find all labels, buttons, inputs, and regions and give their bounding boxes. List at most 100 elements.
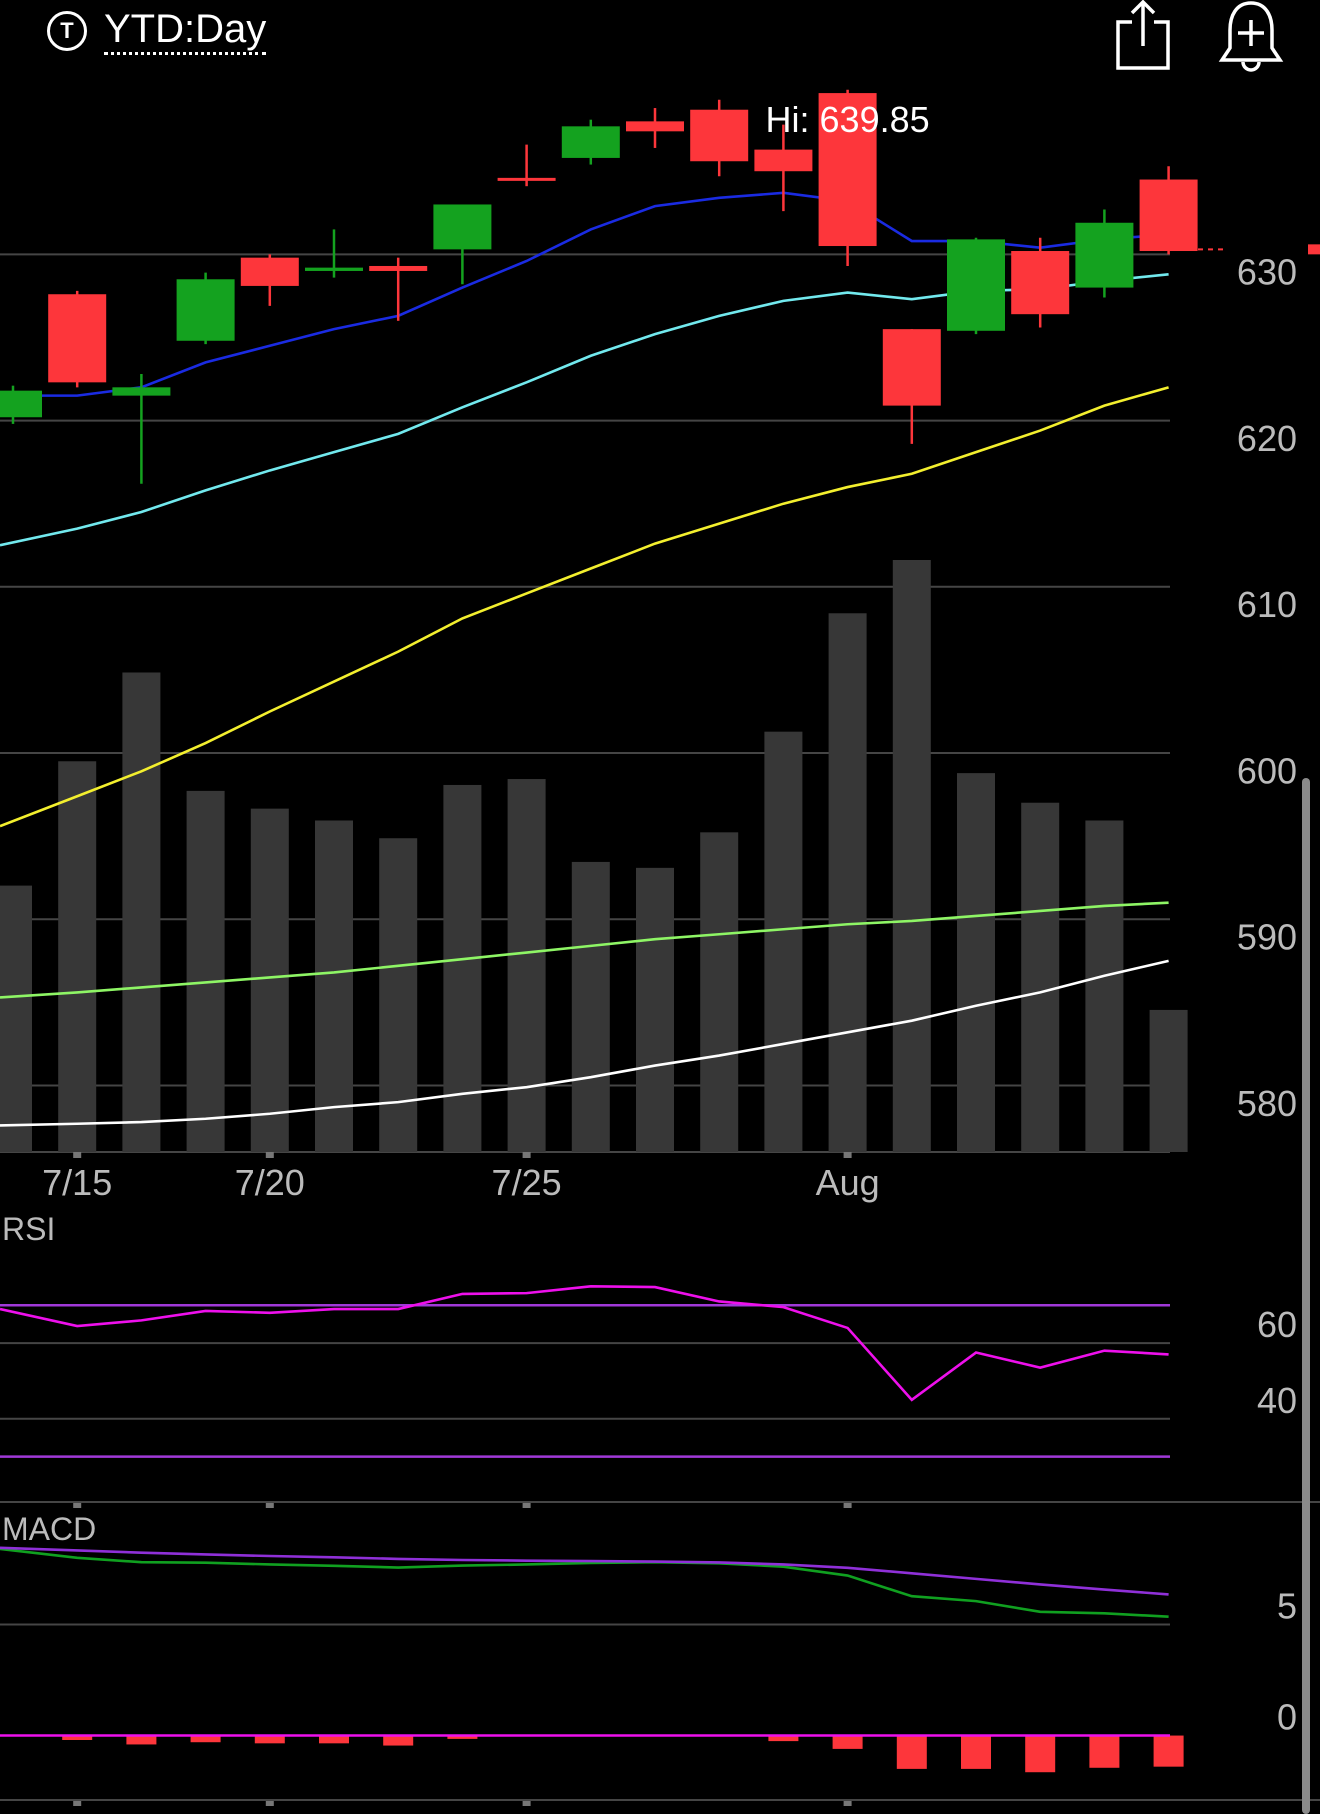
volume-bar bbox=[58, 761, 97, 1152]
price-axis-labels: 580 590 600 610 620 630 bbox=[1237, 252, 1297, 1124]
top-bar: T YTD:Day bbox=[0, 0, 1320, 72]
date-tick-mark bbox=[73, 1800, 82, 1806]
macd-histogram-bar bbox=[896, 1735, 927, 1769]
rsi-tick-label: 60 bbox=[1257, 1304, 1297, 1345]
candle-body bbox=[561, 126, 620, 158]
date-tick-mark bbox=[265, 1152, 274, 1158]
rsi-tick-label: 40 bbox=[1257, 1380, 1297, 1421]
date-tick-mark bbox=[843, 1152, 852, 1158]
moving-average-line bbox=[0, 901, 1169, 999]
macd-histogram-bar bbox=[383, 1735, 414, 1746]
date-tick-mark bbox=[522, 1502, 531, 1508]
candle-body bbox=[0, 390, 42, 418]
date-tick-label: 7/20 bbox=[235, 1162, 305, 1203]
scrollbar[interactable] bbox=[1302, 778, 1310, 1814]
volume-bar bbox=[828, 613, 867, 1152]
date-tick-label: 7/15 bbox=[42, 1162, 112, 1203]
macd-histogram-bar bbox=[768, 1735, 799, 1742]
price-tick-label: 630 bbox=[1237, 252, 1297, 293]
date-tick-mark bbox=[522, 1152, 531, 1158]
share-icon[interactable] bbox=[1112, 0, 1174, 72]
high-annotation: Hi: 639.85 bbox=[766, 99, 930, 140]
macd-histogram-bar bbox=[1089, 1735, 1120, 1768]
macd-histogram-bar bbox=[832, 1735, 863, 1749]
date-tick-label: 7/25 bbox=[492, 1162, 562, 1203]
volume-bar bbox=[764, 731, 803, 1152]
volume-bar bbox=[1149, 1009, 1188, 1152]
volume-bar bbox=[315, 820, 353, 1152]
price-tick-label: 610 bbox=[1237, 584, 1297, 625]
volume-bar bbox=[636, 867, 674, 1152]
macd-histogram-bar bbox=[1153, 1735, 1184, 1767]
price-tick-label: 620 bbox=[1237, 418, 1297, 459]
candle-body bbox=[754, 149, 813, 172]
date-tick-mark bbox=[73, 1152, 82, 1158]
candle-body bbox=[818, 93, 877, 247]
date-tick-mark bbox=[265, 1800, 274, 1806]
volume-bar bbox=[1021, 802, 1060, 1152]
date-tick-mark bbox=[73, 1502, 82, 1508]
macd-histogram-bar bbox=[1025, 1735, 1056, 1773]
macd-histogram-bar bbox=[62, 1735, 93, 1740]
moving-average-line bbox=[0, 959, 1169, 1127]
candle-body bbox=[1075, 222, 1134, 288]
candle-body bbox=[1011, 251, 1070, 315]
candle-body bbox=[433, 204, 492, 250]
candle-body bbox=[48, 294, 107, 383]
macd-line bbox=[0, 1547, 1169, 1618]
rsi-title: RSI bbox=[2, 1211, 55, 1247]
date-axis: 7/15 7/20 7/25 Aug bbox=[42, 1152, 880, 1806]
candles bbox=[0, 89, 1320, 484]
candle-body bbox=[176, 279, 235, 341]
volume-bar bbox=[379, 838, 418, 1152]
macd-histogram-bar bbox=[447, 1735, 478, 1739]
volume-bar bbox=[507, 779, 546, 1152]
candle-body bbox=[240, 257, 299, 286]
candle-body bbox=[497, 177, 556, 181]
candle-body bbox=[626, 121, 684, 132]
macd-title: MACD bbox=[2, 1511, 96, 1547]
add-alert-icon[interactable] bbox=[1218, 0, 1284, 72]
date-tick-mark bbox=[522, 1800, 531, 1806]
volume-bar bbox=[892, 560, 931, 1152]
date-tick-mark bbox=[265, 1502, 274, 1508]
price-tick-label: 580 bbox=[1237, 1083, 1297, 1124]
last-price-marker bbox=[1308, 244, 1320, 255]
volume-bar bbox=[571, 861, 610, 1152]
volume-bars bbox=[0, 560, 1188, 1152]
price-tick-label: 600 bbox=[1237, 750, 1297, 791]
macd-histogram-bar bbox=[319, 1735, 349, 1744]
volume-bar bbox=[0, 885, 32, 1152]
date-tick-mark bbox=[843, 1502, 852, 1508]
rsi-line bbox=[0, 1285, 1169, 1402]
period-selector[interactable]: YTD:Day bbox=[104, 6, 267, 55]
volume-bar bbox=[250, 808, 289, 1152]
volume-bar bbox=[122, 672, 161, 1152]
macd-histogram-bar bbox=[254, 1735, 285, 1744]
timer-icon[interactable]: T bbox=[47, 11, 87, 51]
volume-bar bbox=[1085, 820, 1124, 1152]
macd-histogram-bar bbox=[190, 1735, 221, 1743]
macd-histogram-bar bbox=[961, 1735, 991, 1769]
moving-average-line bbox=[0, 386, 1169, 828]
macd-histogram-bar bbox=[126, 1735, 157, 1745]
price-tick-label: 590 bbox=[1237, 917, 1297, 958]
volume-bar bbox=[700, 832, 739, 1152]
volume-bar bbox=[186, 790, 225, 1152]
rsi-panel: RSI 40 60 bbox=[0, 1211, 1320, 1503]
macd-tick-label: 0 bbox=[1277, 1697, 1297, 1738]
candle-body bbox=[305, 267, 363, 271]
candle-body bbox=[690, 109, 749, 162]
macd-line bbox=[0, 1546, 1169, 1596]
volume-bar bbox=[957, 773, 995, 1152]
candle-body bbox=[882, 329, 941, 406]
candle-body bbox=[369, 265, 428, 271]
candle-body bbox=[112, 387, 171, 396]
date-tick-label: Aug bbox=[816, 1162, 880, 1203]
date-tick-mark bbox=[843, 1800, 852, 1806]
candle-body bbox=[947, 239, 1005, 331]
candle-body bbox=[1139, 179, 1198, 252]
volume-bar bbox=[443, 784, 482, 1152]
macd-panel: MACD 0 5 bbox=[0, 1511, 1320, 1801]
